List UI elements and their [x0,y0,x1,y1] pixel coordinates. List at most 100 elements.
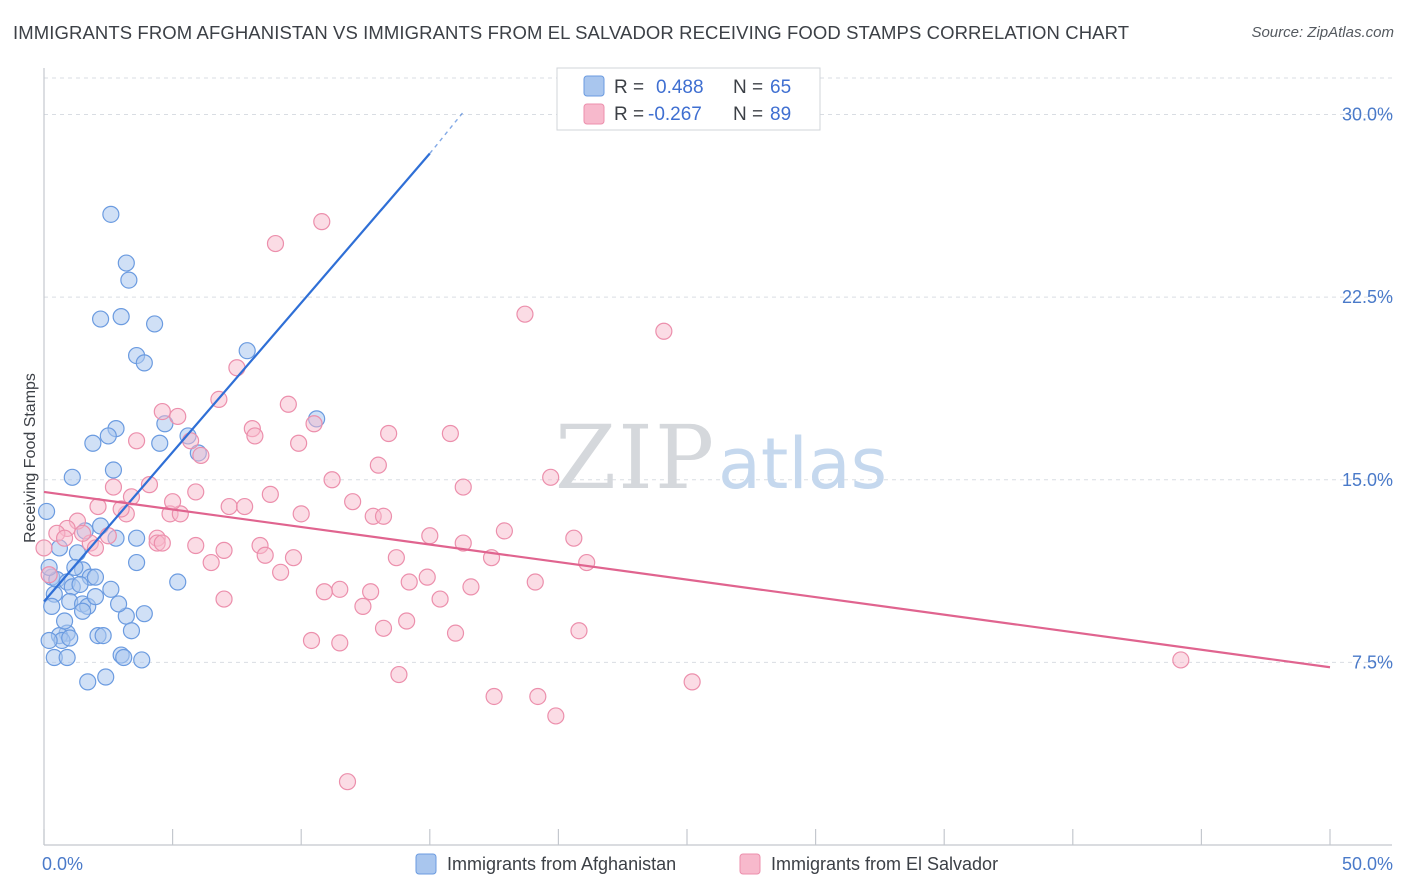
el-salvador-point-66 [331,580,349,598]
afghanistan-point-2 [120,271,138,289]
y-tick-labels: 7.5% 15.0% 22.5% 30.0% [1342,105,1393,673]
y-tick-label-1: 15.0% [1342,470,1393,490]
legend-r-label-2: R = [614,104,644,125]
el-salvador-point-12 [380,424,398,443]
legend-n-value-1: 65 [770,77,791,98]
el-salvador-point-61 [40,566,58,584]
afghanistan-point-14 [151,434,169,452]
afghanistan-point-4 [112,308,130,326]
afghanistan-point-8 [238,342,256,360]
afghanistan-point-51 [58,648,76,667]
el-salvador-point-75 [446,624,465,642]
el-salvador-point-85 [164,493,182,511]
el-salvador-point-3 [655,322,673,340]
el-salvador-point-65 [462,578,480,596]
el-salvador-point-1 [266,234,285,253]
el-salvador-point-79 [683,673,701,691]
afghanistan-point-55 [97,668,115,686]
x-tick-label-1: 50.0% [1342,854,1393,874]
el-salvador-point-22 [140,476,159,494]
afghanistan-point-22 [127,529,146,547]
el-salvador-point-25 [261,485,279,503]
legend-r-value-2: -0.267 [648,104,702,125]
y-tick-label-2: 22.5% [1342,287,1393,307]
y-tick-label-0: 7.5% [1352,652,1393,672]
el-salvador-point-54 [284,549,303,567]
el-salvador-point-45 [55,529,74,547]
el-salvador-point-84 [1172,651,1190,669]
series-legend: Immigrants from Afghanistan Immigrants f… [415,853,998,875]
el-salvador-point-73 [374,619,393,637]
source-credit: Source: ZipAtlas.com [1251,24,1394,41]
legend-r-value-1: 0.488 [656,77,704,98]
el-salvador-point-0 [313,213,331,231]
bottom-legend-label-el-salvador: Immigrants from El Salvador [771,854,998,874]
el-salvador-point-2 [516,305,534,323]
afghanistan-point-54 [133,651,151,669]
el-salvador-point-87 [73,524,92,542]
el-salvador-point-82 [547,707,565,725]
afghanistan-trend-line [43,152,431,603]
y-axis-label: Receiving Food Stamps [22,373,39,543]
afghanistan-point-56 [79,673,97,691]
el-salvador-point-64 [526,573,544,591]
el-salvador-point-44 [565,529,583,547]
el-salvador-point-19 [542,468,560,486]
el-salvador-point-62 [418,568,436,586]
el-salvador-trend-line [43,490,1331,669]
stats-legend: R = 0.488 N = 65 R = -0.267 N = 89 [556,67,821,131]
el-salvador-point-81 [529,687,547,706]
legend-n-label-1: N = [733,77,763,98]
axes [43,68,1392,846]
el-salvador-point-86 [35,539,53,557]
afghanistan-point-0 [102,205,120,223]
el-salvador-point-78 [390,665,408,684]
afghanistan-point-3 [91,310,110,328]
afghanistan-point-53 [115,648,133,667]
el-salvador-point-20 [323,471,341,489]
afghanistan-point-33 [102,580,120,598]
afghanistan-point-17 [104,461,123,479]
series-afghanistan-points [37,205,326,691]
el-salvador-point-72 [398,612,416,630]
el-salvador-point-71 [354,597,372,615]
watermark-atlas: atlas [718,423,887,505]
el-salvador-point-23 [104,478,123,496]
afghanistan-point-12 [99,427,117,445]
afghanistan-point-42 [135,605,153,623]
el-salvador-point-74 [570,622,588,640]
afghanistan-point-49 [61,629,79,647]
el-salvador-point-15 [182,432,200,450]
afghanistan-point-40 [73,602,92,620]
el-salvador-point-11 [246,427,264,445]
el-salvador-point-63 [400,573,418,591]
afghanistan-trend-extension [429,111,464,154]
afghanistan-point-13 [84,434,102,452]
afghanistan-point-27 [86,568,105,586]
el-salvador-point-17 [290,434,308,452]
el-salvador-point-69 [215,590,233,608]
afghanistan-point-39 [43,597,61,615]
bottom-legend-swatch-pink [739,853,761,875]
el-salvador-point-60 [272,563,290,581]
afghanistan-point-32 [71,575,89,594]
el-salvador-point-57 [578,553,596,572]
afghanistan-point-58 [86,588,105,606]
el-salvador-point-77 [331,634,349,652]
el-salvador-point-24 [187,483,205,501]
el-salvador-point-36 [374,507,393,525]
afghanistan-point-19 [37,502,56,521]
y-tick-label-3: 30.0% [1342,105,1393,125]
afghanistan-point-18 [63,468,81,486]
el-salvador-point-48 [153,534,171,552]
trend-lines [43,111,1331,669]
el-salvador-point-56 [387,549,405,567]
grid-lines [44,77,1392,663]
el-salvador-point-27 [344,493,362,511]
el-salvador-point-29 [236,497,254,516]
el-salvador-point-9 [305,415,323,433]
bottom-legend-swatch-blue [415,853,437,875]
el-salvador-point-76 [302,631,321,650]
el-salvador-point-42 [495,522,513,540]
